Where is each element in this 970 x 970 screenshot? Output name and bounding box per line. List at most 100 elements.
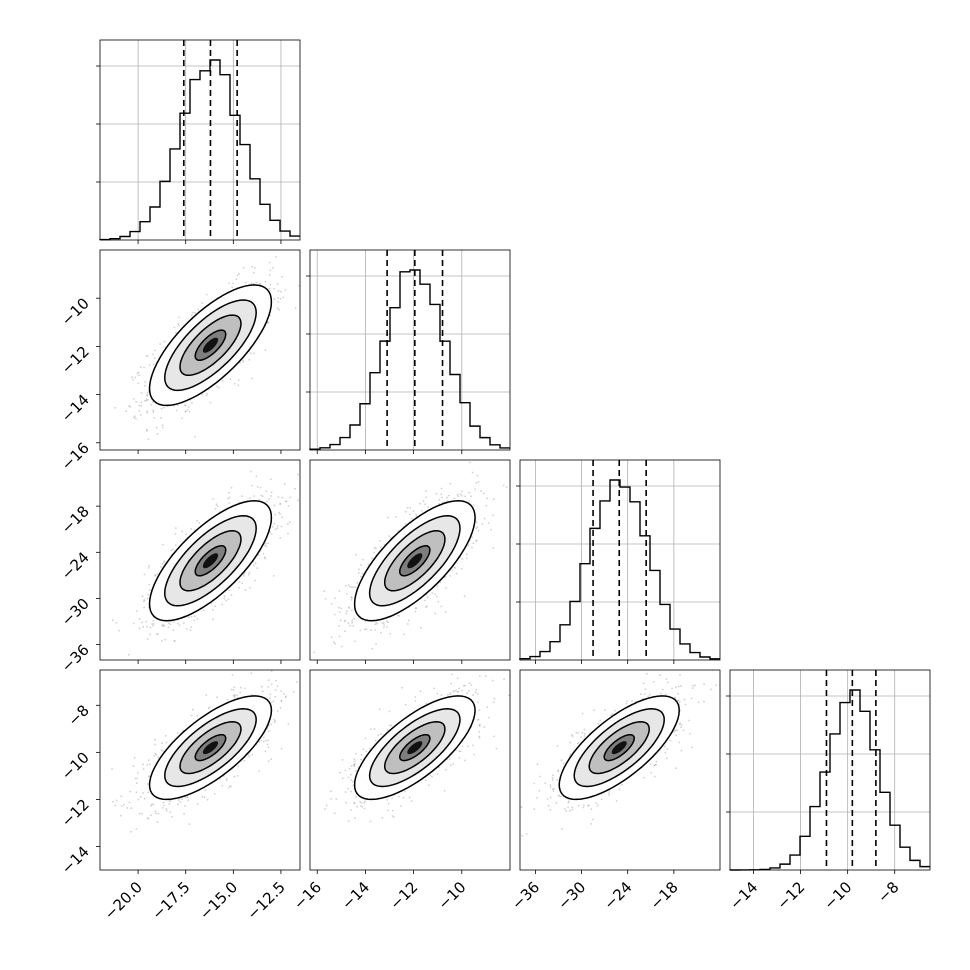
sample-point bbox=[134, 417, 137, 420]
sample-point bbox=[157, 756, 159, 759]
sample-point bbox=[344, 619, 347, 622]
sample-point bbox=[353, 640, 356, 643]
sample-point bbox=[149, 626, 152, 629]
sample-point bbox=[242, 359, 244, 362]
sample-point bbox=[359, 629, 362, 632]
sample-point bbox=[133, 416, 135, 419]
sample-point bbox=[275, 679, 277, 682]
sample-point bbox=[276, 527, 279, 529]
sample-point bbox=[250, 352, 252, 355]
axes-frame bbox=[309, 459, 511, 661]
sample-point bbox=[191, 314, 193, 316]
sample-point bbox=[138, 409, 141, 412]
sample-point bbox=[223, 597, 226, 600]
sample-point bbox=[248, 755, 251, 758]
sample-point bbox=[221, 784, 224, 787]
sample-point bbox=[138, 627, 141, 630]
sample-point bbox=[205, 394, 208, 397]
sample-point bbox=[385, 620, 388, 622]
contour-line-2 bbox=[383, 530, 446, 592]
sample-point bbox=[263, 556, 266, 559]
sample-point bbox=[215, 503, 218, 506]
sample-point bbox=[269, 531, 271, 534]
sample-point bbox=[468, 461, 471, 464]
sample-point bbox=[395, 516, 397, 518]
sample-point bbox=[486, 497, 488, 500]
sample-point bbox=[164, 735, 167, 737]
sample-point bbox=[435, 595, 438, 598]
sample-point bbox=[168, 622, 170, 625]
sample-point bbox=[201, 393, 203, 396]
sample-point bbox=[375, 621, 378, 624]
sample-point bbox=[194, 615, 196, 618]
sample-point bbox=[263, 544, 266, 547]
sample-point bbox=[248, 358, 251, 361]
sample-point bbox=[421, 509, 423, 512]
sample-point bbox=[191, 311, 194, 314]
sample-point bbox=[243, 574, 245, 577]
sample-point bbox=[334, 642, 336, 645]
sample-point bbox=[485, 504, 488, 507]
contour-line-3 bbox=[164, 299, 257, 392]
sample-point bbox=[269, 478, 272, 480]
sample-point bbox=[406, 506, 409, 509]
sample-point bbox=[178, 316, 180, 319]
sample-point bbox=[228, 282, 231, 285]
sample-point bbox=[203, 796, 206, 799]
sample-point bbox=[196, 803, 199, 805]
sample-point bbox=[269, 269, 272, 272]
sample-point bbox=[386, 626, 388, 628]
sample-point bbox=[161, 543, 164, 546]
sample-point bbox=[352, 586, 355, 588]
sample-point bbox=[241, 582, 244, 584]
sample-point bbox=[459, 493, 462, 495]
sample-point bbox=[132, 398, 135, 400]
sample-point bbox=[190, 714, 193, 717]
sample-point bbox=[143, 366, 146, 369]
sample-point bbox=[230, 594, 233, 596]
sample-point bbox=[177, 323, 180, 325]
sample-point bbox=[273, 522, 276, 525]
sample-point bbox=[136, 372, 139, 375]
sample-point bbox=[379, 546, 382, 549]
sample-point bbox=[146, 764, 149, 766]
sample-point bbox=[125, 410, 128, 413]
sample-point bbox=[440, 493, 443, 496]
sample-point bbox=[152, 803, 155, 806]
sample-point bbox=[260, 494, 263, 497]
sample-point bbox=[148, 364, 151, 366]
sample-point bbox=[260, 685, 263, 688]
sample-point bbox=[260, 237, 262, 239]
density-peak bbox=[407, 553, 423, 569]
sample-point bbox=[232, 282, 235, 285]
sample-point bbox=[160, 749, 163, 752]
sample-point bbox=[177, 799, 180, 801]
sample-point bbox=[140, 405, 143, 407]
sample-point bbox=[184, 410, 187, 413]
sample-point bbox=[233, 694, 235, 697]
sample-point bbox=[468, 500, 471, 502]
sample-point bbox=[376, 622, 379, 625]
sample-point bbox=[161, 807, 164, 809]
sample-point bbox=[353, 617, 355, 620]
sample-point bbox=[150, 805, 152, 807]
sample-point bbox=[344, 630, 346, 632]
sample-point bbox=[383, 624, 385, 627]
sample-point bbox=[193, 619, 196, 622]
sample-point bbox=[177, 803, 179, 806]
sample-point bbox=[133, 415, 136, 418]
sample-point bbox=[276, 283, 279, 285]
sample-point bbox=[474, 488, 477, 491]
sample-point bbox=[270, 683, 273, 686]
sample-point bbox=[281, 275, 284, 278]
sample-point bbox=[258, 498, 261, 501]
histogram-line bbox=[99, 59, 300, 241]
sample-point bbox=[397, 614, 399, 617]
sample-point bbox=[147, 355, 150, 357]
sample-point bbox=[265, 545, 268, 548]
contour-line-2 bbox=[179, 530, 242, 592]
sample-point bbox=[117, 661, 119, 663]
sample-point bbox=[227, 598, 230, 601]
sample-point bbox=[146, 638, 149, 640]
sample-point bbox=[348, 607, 350, 609]
